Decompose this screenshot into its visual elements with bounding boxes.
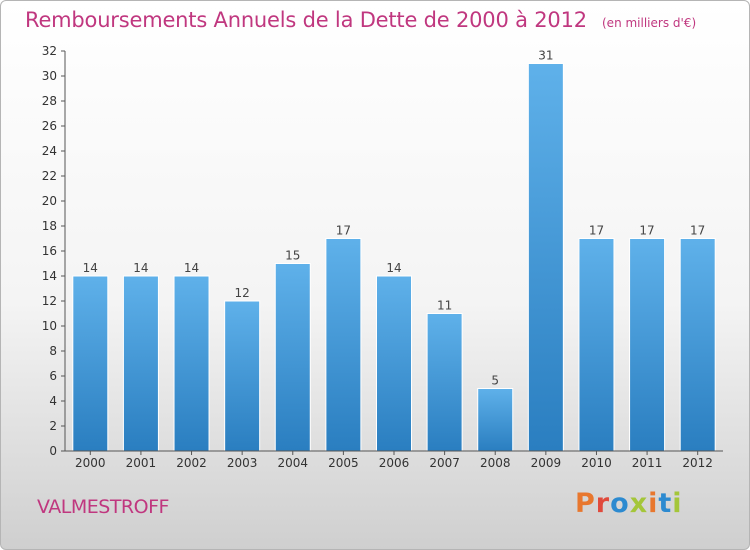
- logo-letter: P: [575, 488, 596, 519]
- x-tick-label: 2004: [277, 456, 308, 470]
- logo-letter: t: [658, 488, 673, 519]
- labels-layer: 2000 14 2001 14 2002 14 2003 12 2004 15 2005 17 2006…: [75, 49, 713, 471]
- logo-letter: r: [595, 488, 611, 519]
- x-tick-label: 2001: [126, 456, 157, 470]
- bar-2008: [477, 388, 514, 452]
- bar-2011: [629, 238, 666, 452]
- bar-2005: [325, 238, 362, 452]
- x-tick-label: 2003: [227, 456, 258, 470]
- bar-2012: [679, 238, 716, 452]
- bar-2009: [527, 63, 564, 452]
- y-tick-label: 6: [49, 369, 57, 383]
- bar-2003: [224, 300, 261, 452]
- y-tick-label: 14: [42, 269, 57, 283]
- y-tick-label: 32: [42, 44, 57, 58]
- x-tick-label: 2009: [531, 456, 562, 470]
- y-tick-label: 18: [42, 219, 57, 233]
- bars-layer: [72, 63, 716, 452]
- bar-2002: [173, 275, 210, 452]
- logo-letter: i: [672, 488, 683, 519]
- x-tick-label: 2000: [75, 456, 106, 470]
- bar-value-label: 17: [589, 224, 604, 238]
- logo-letter: x: [629, 488, 649, 519]
- bar-value-label: 11: [437, 299, 452, 313]
- y-tick-label: 22: [42, 169, 57, 183]
- bar-2007: [426, 313, 463, 452]
- y-tick-label: 12: [42, 294, 57, 308]
- y-tick-label: 10: [42, 319, 57, 333]
- bar-value-label: 12: [235, 286, 250, 300]
- bar-value-label: 15: [285, 249, 300, 263]
- bar-value-label: 5: [491, 374, 499, 388]
- bar-value-label: 14: [133, 261, 148, 275]
- bar-2010: [578, 238, 615, 452]
- y-tick-label: 28: [42, 94, 57, 108]
- commune-name: VALMESTROFF: [37, 496, 169, 518]
- x-tick-label: 2002: [176, 456, 207, 470]
- bar-value-label: 14: [386, 261, 401, 275]
- y-tick-label: 16: [42, 244, 57, 258]
- bar-value-label: 14: [184, 261, 199, 275]
- y-tick-label: 20: [42, 194, 57, 208]
- bar-2006: [376, 275, 412, 452]
- proxiti-logo[interactable]: Proxiti: [575, 488, 683, 519]
- bar-value-label: 17: [336, 224, 351, 238]
- x-tick-label: 2005: [328, 456, 359, 470]
- bar-2001: [122, 275, 159, 452]
- chart-header: Remboursements Annuels de la Dette de 20…: [25, 8, 696, 32]
- logo-letter: o: [610, 488, 630, 519]
- x-tick-label: 2007: [429, 456, 460, 470]
- y-tick-label: 24: [42, 144, 57, 158]
- bar-value-label: 17: [639, 224, 654, 238]
- bar-2004: [274, 263, 311, 452]
- x-tick-label: 2011: [632, 456, 663, 470]
- bar-value-label: 31: [538, 49, 553, 63]
- y-tick-label: 4: [49, 394, 57, 408]
- x-tick-label: 2010: [581, 456, 612, 470]
- chart-subtitle: (en milliers d'€): [602, 16, 697, 30]
- y-tick-label: 26: [42, 119, 57, 133]
- chart-title: Remboursements Annuels de la Dette de 20…: [25, 8, 587, 32]
- bar-2000: [72, 275, 109, 452]
- x-tick-label: 2006: [379, 456, 410, 470]
- y-tick-label: 2: [49, 419, 57, 433]
- y-tick-label: 30: [42, 69, 57, 83]
- y-tick-label: 8: [49, 344, 57, 358]
- y-tick-label: 0: [49, 444, 57, 458]
- x-tick-label: 2008: [480, 456, 511, 470]
- x-tick-label: 2012: [682, 456, 713, 470]
- logo-letter: i: [648, 488, 659, 519]
- bar-value-label: 17: [690, 224, 705, 238]
- bar-value-label: 14: [83, 261, 98, 275]
